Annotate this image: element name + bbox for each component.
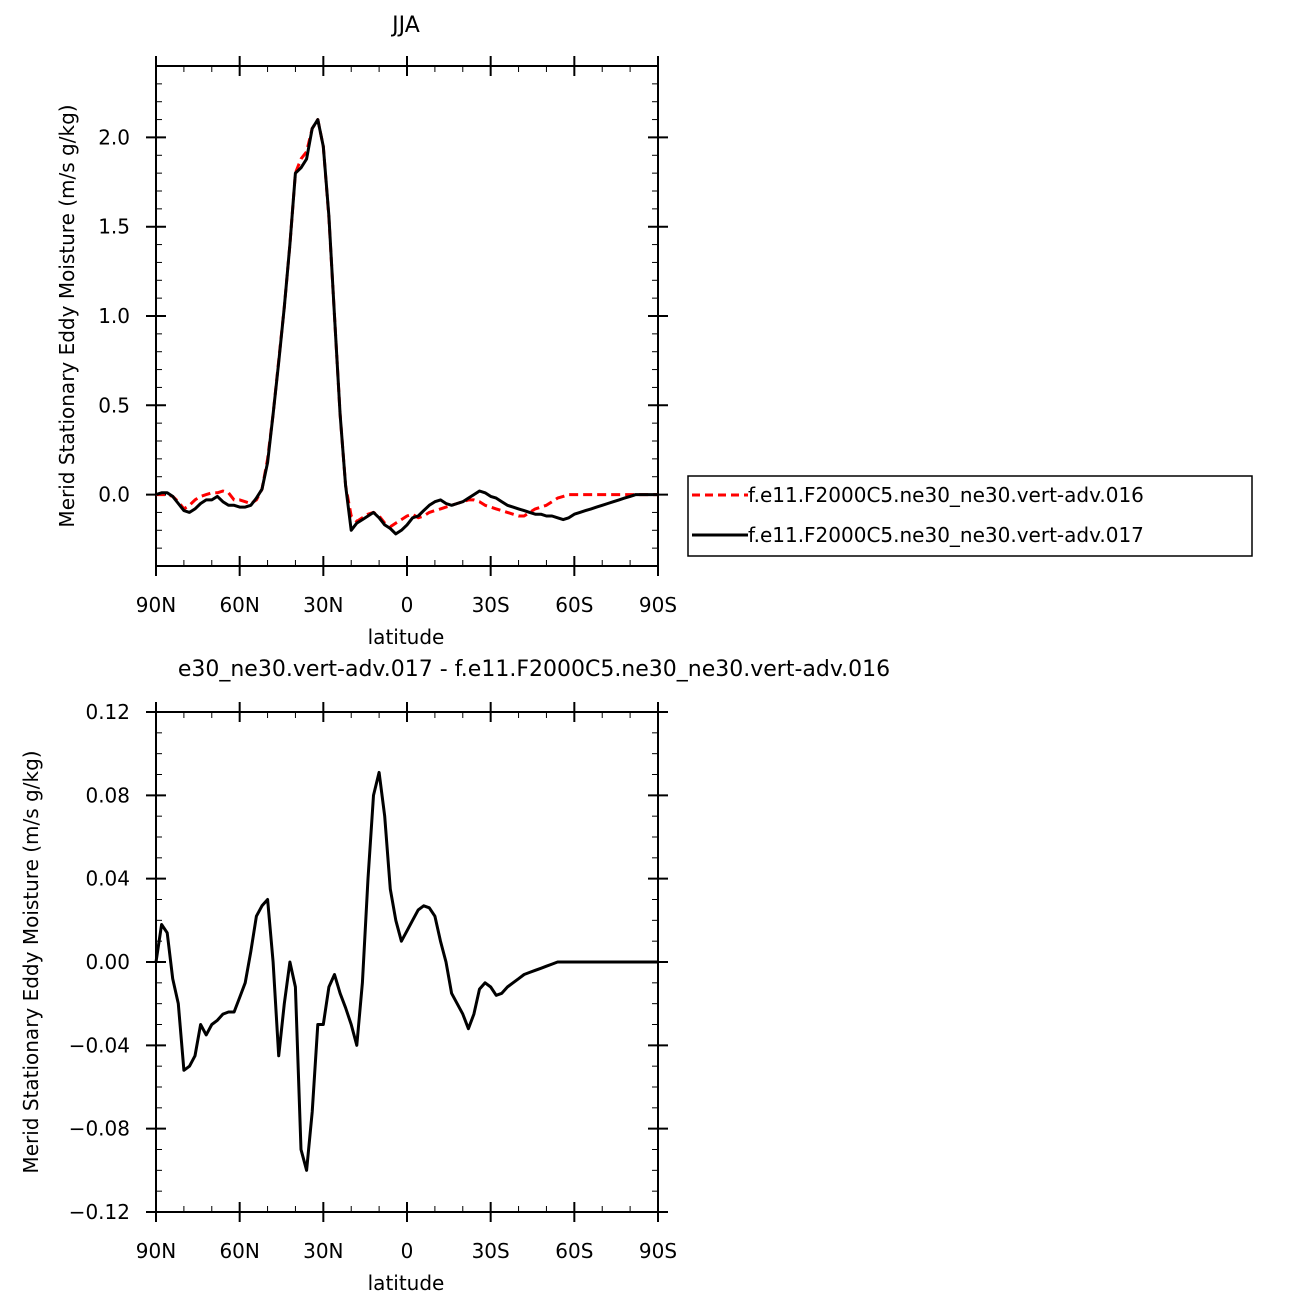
top-plot-frame xyxy=(155,65,659,567)
legend-label-016: f.e11.F2000C5.ne30_ne30.vert-adv.016 xyxy=(748,483,1144,507)
x-tick-label: 30N xyxy=(303,1239,343,1263)
y-tick-label: −0.12 xyxy=(69,1200,130,1224)
x-tick-label: 60S xyxy=(555,593,593,617)
legend-box xyxy=(687,475,1253,557)
bottom-x-ticks: 90N 60N 30N 0 30S 60S 90S xyxy=(136,702,677,1263)
y-tick-label: 1.5 xyxy=(98,215,130,239)
y-tick-label: 0.12 xyxy=(85,700,130,724)
top-series-lines xyxy=(155,118,658,536)
series-line-0 xyxy=(156,118,658,529)
x-tick-label: 30S xyxy=(472,593,510,617)
bottom-x-axis-label: latitude xyxy=(368,1271,445,1295)
bottom-panel: e30_ne30.vert-adv.017 - f.e11.F2000C5.ne… xyxy=(19,657,890,1295)
y-tick-label: −0.08 xyxy=(69,1117,130,1141)
x-tick-label: 60N xyxy=(219,593,259,617)
y-tick-label: 0.04 xyxy=(85,867,130,891)
x-tick-label: 30N xyxy=(303,593,343,617)
x-tick-label: 60S xyxy=(555,1239,593,1263)
y-tick-label: 0.0 xyxy=(98,483,130,507)
top-x-ticks: 90N 60N 30N 0 30S 60S 90S xyxy=(136,56,677,617)
top-y-axis-label: Merid Stationary Eddy Moisture (m/s g/kg… xyxy=(55,104,79,527)
bottom-series-lines xyxy=(154,770,658,1172)
x-tick-label: 90S xyxy=(639,1239,677,1263)
series-line-1 xyxy=(155,118,658,536)
x-tick-label: 0 xyxy=(401,1239,414,1263)
y-tick-label: 0.5 xyxy=(98,393,130,417)
x-tick-label: 90S xyxy=(639,593,677,617)
y-tick-label: 2.0 xyxy=(98,125,130,149)
top-y-ticks: 0.0 0.5 1.0 1.5 2.0 xyxy=(98,65,668,567)
series-line-0 xyxy=(154,770,658,1172)
top-x-axis-label: latitude xyxy=(368,625,445,649)
y-tick-label: 1.0 xyxy=(98,304,130,328)
bottom-y-axis-label: Merid Stationary Eddy Moisture (m/s g/kg… xyxy=(19,750,43,1173)
x-tick-label: 0 xyxy=(401,593,414,617)
top-title: JJA xyxy=(390,13,420,38)
y-tick-label: −0.04 xyxy=(69,1033,130,1057)
legend: f.e11.F2000C5.ne30_ne30.vert-adv.016 f.e… xyxy=(687,475,1253,557)
y-tick-label: 0.08 xyxy=(85,783,130,807)
x-tick-label: 90N xyxy=(136,593,176,617)
x-tick-label: 90N xyxy=(136,1239,176,1263)
top-panel: JJA 0.00.51.01.52.0 90N 60N 30N 0 30S 60S 90S … xyxy=(55,13,677,649)
x-tick-label: 30S xyxy=(472,1239,510,1263)
x-tick-label: 60N xyxy=(219,1239,259,1263)
bottom-title: e30_ne30.vert-adv.017 - f.e11.F2000C5.ne… xyxy=(178,657,890,682)
y-tick-label: 0.00 xyxy=(85,950,130,974)
legend-label-017: f.e11.F2000C5.ne30_ne30.vert-adv.017 xyxy=(748,523,1144,547)
